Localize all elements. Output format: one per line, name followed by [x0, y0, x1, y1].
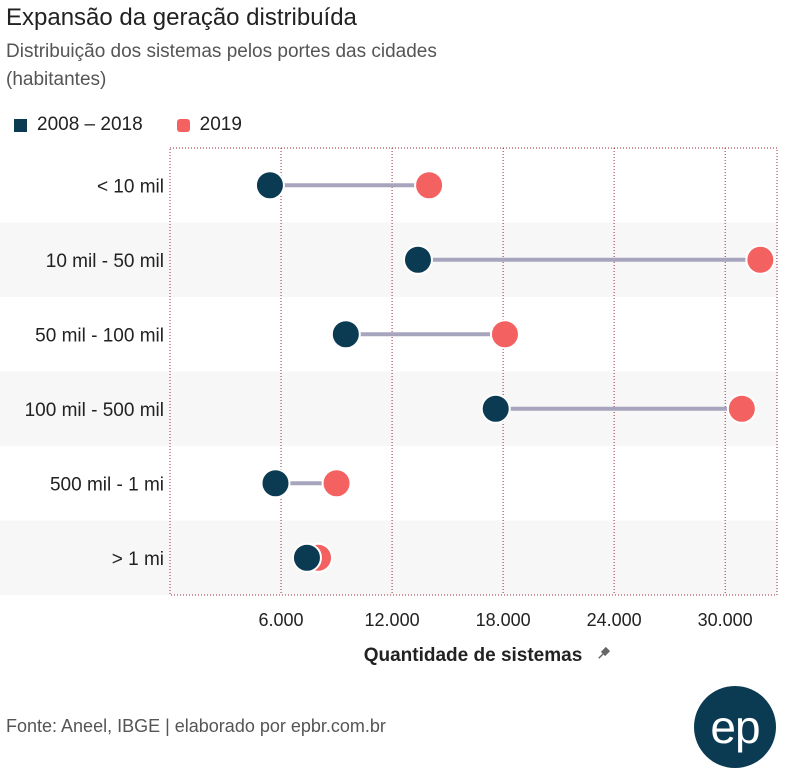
- dot-2019: [745, 244, 776, 275]
- x-tick-label: 6.000: [259, 610, 304, 630]
- legend-swatch-2008-2018: [14, 118, 27, 132]
- dot-2008-2018: [480, 393, 511, 424]
- logo-text: ep: [710, 701, 760, 753]
- x-axis-title: Quantidade de sistemas: [364, 645, 583, 666]
- dot-2019: [726, 393, 757, 424]
- legend-item-2008-2018[interactable]: 2008 – 2018: [14, 114, 143, 136]
- dot-2008-2018: [291, 542, 322, 573]
- category-label: 500 mil - 1 mi: [50, 474, 164, 495]
- dot-2008-2018: [330, 319, 361, 350]
- legend-label-2019: 2019: [199, 114, 242, 135]
- chart-subtitle: Distribuição dos sistemas pelos portes d…: [6, 41, 437, 90]
- category-label: 50 mil - 100 mil: [35, 325, 164, 346]
- dumbbell-chart: 6.000 12.000 18.000 24.000 30.000 Quantidade …: [0, 147, 778, 666]
- pin-icon: [598, 646, 611, 659]
- x-tick-label: 12.000: [365, 610, 420, 630]
- legend-swatch-2019: [176, 118, 190, 132]
- source-note: Fonte: Aneel, IBGE | elaborado por epbr.…: [6, 716, 386, 736]
- legend-item-2019[interactable]: 2019: [176, 114, 242, 136]
- x-tick-label: 18.000: [476, 610, 531, 630]
- epbr-logo: ep: [694, 686, 776, 768]
- dot-2008-2018: [402, 244, 433, 275]
- dot-2019: [321, 468, 352, 499]
- chart-title: Expansão da geração distribuída: [6, 4, 357, 31]
- category-label: > 1 mi: [112, 549, 164, 570]
- row-band: [0, 520, 777, 595]
- category-label: 100 mil - 500 mil: [25, 400, 164, 421]
- dot-2008-2018: [260, 468, 291, 499]
- plot-frame: [169, 147, 778, 596]
- dot-2019: [489, 319, 520, 350]
- dot-2008-2018: [254, 170, 285, 201]
- dot-2019: [414, 170, 445, 201]
- category-label: < 10 mil: [97, 176, 164, 197]
- category-label: 10 mil - 50 mil: [46, 251, 164, 272]
- legend-label-2008-2018: 2008 – 2018: [37, 114, 143, 135]
- x-tick-label: 30.000: [698, 610, 753, 630]
- legend: 2008 – 2018 2019: [14, 112, 276, 138]
- x-tick-label: 24.000: [587, 610, 642, 630]
